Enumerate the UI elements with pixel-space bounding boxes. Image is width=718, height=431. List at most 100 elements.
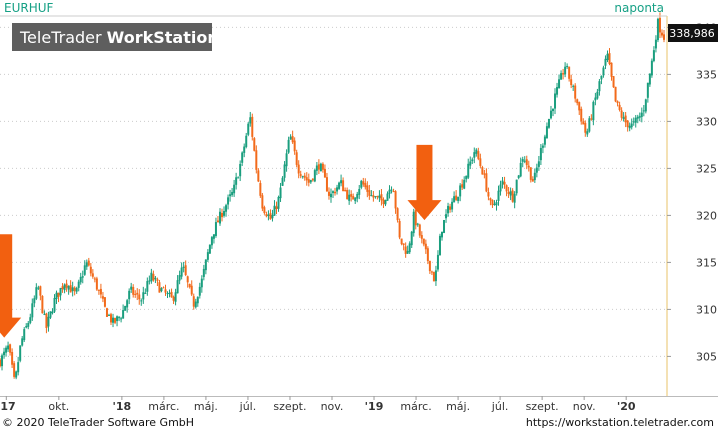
x-tick-label: szept. [526, 400, 559, 413]
candle-body [572, 85, 575, 87]
candle-body [227, 197, 230, 205]
candle-body [652, 50, 655, 61]
candle-body [192, 296, 195, 307]
candle-body [547, 118, 550, 128]
x-tick-label: '18 [113, 400, 132, 413]
candle-body [289, 136, 292, 140]
candle-body [118, 317, 121, 319]
candle-body [269, 213, 272, 220]
candle-body [110, 314, 113, 323]
candle-body [231, 191, 234, 196]
candle-body [586, 131, 589, 135]
candle-body [622, 117, 625, 119]
candle-body [116, 316, 119, 322]
watermark-text-plain: TeleTrader [19, 28, 107, 47]
candle-body [89, 266, 92, 274]
candle-body [428, 260, 431, 272]
candle-body [190, 285, 193, 295]
candle-body [261, 195, 264, 209]
candle-body [481, 167, 484, 175]
candle-body [91, 273, 94, 277]
x-tick-label: '19 [365, 400, 384, 413]
source-url-link[interactable]: https://workstation.teletrader.com [525, 416, 714, 429]
candle-body [531, 178, 534, 182]
x-axis-ticks: '17 okt. '18 márc. máj. júl. szept. nov. '19 márc… [0, 396, 636, 413]
candle-body [364, 183, 367, 188]
candle-body [489, 198, 492, 201]
candle-body [505, 185, 508, 192]
candle-body [620, 110, 623, 118]
candle-body [656, 18, 659, 41]
candle-body [430, 271, 433, 273]
candle-body [136, 292, 139, 295]
candle-body [1, 355, 4, 367]
annotation-arrows [0, 144, 442, 338]
candle-body [0, 359, 1, 367]
candle-body [630, 123, 633, 128]
interval-label[interactable]: naponta [614, 1, 664, 15]
candle-body [338, 182, 341, 189]
candle-body [404, 246, 407, 254]
candle-body [178, 275, 181, 281]
candle-body [366, 185, 369, 192]
candle-body [301, 176, 304, 178]
candle-body [39, 286, 42, 296]
candle-body [634, 117, 637, 123]
candle-body [507, 191, 510, 195]
candle-body [334, 191, 337, 194]
candle-body [176, 280, 179, 294]
candle-body [140, 300, 143, 302]
candle-body [388, 189, 391, 194]
y-tick-label: 305 [696, 350, 717, 363]
candle-body [582, 121, 585, 125]
candle-body [372, 195, 375, 198]
candle-body [27, 323, 30, 327]
candle-body [580, 108, 583, 122]
candle-body [156, 279, 159, 281]
candle-body [271, 214, 274, 219]
candle-body [477, 151, 480, 159]
candle-body [616, 101, 619, 104]
candle-body [473, 152, 476, 158]
candle-body [521, 159, 524, 162]
candle-body [214, 222, 217, 236]
candle-body [406, 250, 409, 254]
candle-body [493, 203, 496, 205]
candle-body [297, 164, 300, 174]
x-tick-label: márc. [148, 400, 179, 413]
candle-body [479, 158, 482, 166]
y-tick-label: 315 [696, 256, 717, 269]
candle-body [198, 286, 201, 296]
candle-body [293, 140, 296, 152]
candle-body [636, 116, 639, 119]
candle-body [414, 210, 417, 226]
candle-body [317, 164, 320, 170]
candle-body [511, 190, 514, 202]
candle-body [626, 120, 629, 128]
candle-body [291, 136, 294, 143]
candle-body [9, 344, 12, 353]
candle-body [122, 310, 125, 319]
candle-body [249, 117, 252, 124]
candle-body [533, 172, 536, 181]
candle-body [3, 351, 6, 356]
candle-body [394, 191, 397, 209]
candle-body [487, 191, 490, 197]
candle-body [154, 277, 157, 280]
candle-body [400, 238, 403, 245]
candle-body [624, 115, 627, 123]
candle-body [37, 287, 40, 289]
candle-body [13, 363, 16, 377]
candle-body [323, 168, 326, 178]
candle-body [59, 288, 62, 296]
candle-body [440, 231, 443, 238]
candle-body [321, 163, 324, 170]
symbol-label: EURHUF [4, 1, 54, 15]
candle-body [97, 289, 100, 291]
candle-body [594, 97, 597, 101]
candle-body [545, 126, 548, 139]
candle-body [51, 311, 54, 314]
candle-body [132, 286, 135, 295]
copyright-text: © 2020 TeleTrader Software GmbH [2, 416, 195, 429]
y-tick-label: 330 [696, 115, 717, 128]
